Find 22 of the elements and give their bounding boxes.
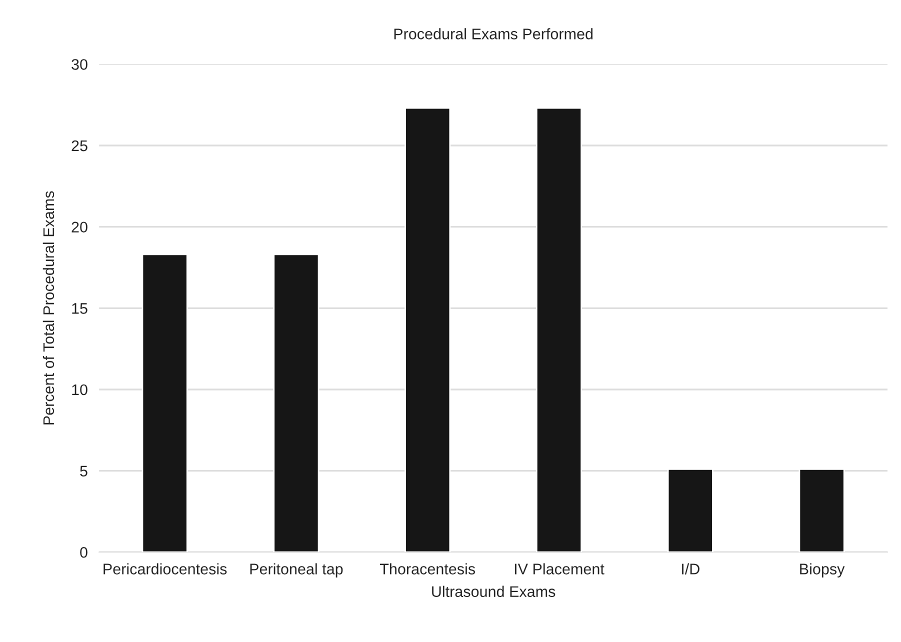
y-tick-label: 15	[72, 303, 88, 314]
bar	[404, 107, 451, 552]
y-axis-title: Percent of Total Procedural Exams	[42, 191, 54, 424]
x-tick-label: Thoracentesis	[380, 563, 476, 574]
y-tick-label: 25	[72, 140, 88, 152]
x-tick-label: Pericardiocentesis	[104, 563, 227, 574]
y-tick-label: 30	[72, 59, 88, 70]
x-axis-title: Ultrasound Exams	[432, 586, 556, 598]
chart-title: Procedural Exams Performed	[394, 28, 593, 40]
y-tick-label: 5	[80, 466, 88, 476]
bar	[667, 468, 714, 552]
bar	[273, 254, 320, 552]
x-tick-label: I/D	[682, 563, 700, 574]
x-tick-label: IV Placement	[514, 563, 604, 574]
bar	[536, 107, 582, 552]
x-tick-label: Peritoneal tap	[250, 563, 343, 578]
y-tick-label: 20	[72, 222, 88, 233]
bar	[142, 254, 188, 552]
x-tick-label: Biopsy	[800, 563, 845, 578]
y-tick-label: 0	[80, 546, 88, 558]
y-tick-label: 10	[72, 384, 88, 396]
bar	[798, 468, 845, 552]
